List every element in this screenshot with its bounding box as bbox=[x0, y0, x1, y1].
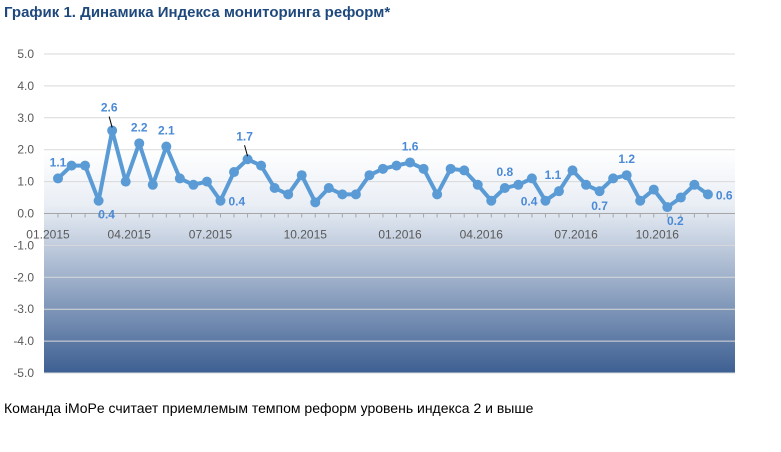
data-point bbox=[364, 170, 375, 181]
data-point bbox=[689, 179, 700, 190]
data-point bbox=[323, 182, 334, 193]
data-point bbox=[256, 160, 267, 171]
data-point bbox=[405, 157, 416, 168]
data-label: 0.8 bbox=[496, 165, 513, 179]
data-point bbox=[201, 176, 212, 187]
data-point bbox=[621, 170, 632, 181]
data-label: 0.6 bbox=[716, 188, 733, 202]
data-point bbox=[526, 173, 537, 184]
x-tick-label: 04.2015 bbox=[108, 228, 152, 242]
x-tick-label: 07.2015 bbox=[189, 228, 233, 242]
data-point bbox=[553, 186, 564, 197]
data-point bbox=[242, 154, 253, 165]
data-point bbox=[377, 163, 388, 174]
data-point bbox=[93, 195, 104, 206]
data-point bbox=[608, 173, 619, 184]
data-label: 1.2 bbox=[618, 152, 635, 166]
data-point bbox=[107, 125, 118, 136]
chart-title: График 1. Динамика Индекса мониторинга р… bbox=[4, 4, 391, 21]
data-label: 0.7 bbox=[591, 199, 608, 213]
data-label: 2.1 bbox=[158, 124, 175, 138]
data-point bbox=[134, 138, 145, 149]
data-point bbox=[418, 163, 429, 174]
data-point bbox=[499, 182, 510, 193]
y-tick-label: -2.0 bbox=[13, 270, 34, 284]
data-label: 1.1 bbox=[545, 168, 562, 182]
data-point bbox=[513, 179, 524, 190]
data-point bbox=[188, 179, 199, 190]
y-tick-label: 0.0 bbox=[17, 207, 34, 221]
y-tick-label: 2.0 bbox=[17, 143, 34, 157]
leader-line bbox=[108, 116, 113, 128]
data-point bbox=[174, 173, 185, 184]
y-tick-label: 1.0 bbox=[17, 175, 34, 189]
data-point bbox=[702, 189, 713, 200]
y-tick-label: 5.0 bbox=[17, 47, 34, 61]
data-point bbox=[80, 160, 91, 171]
data-point bbox=[120, 176, 131, 187]
data-label: 2.2 bbox=[131, 120, 148, 134]
data-point bbox=[391, 160, 402, 171]
data-point bbox=[161, 141, 172, 152]
x-tick-label: 01.2015 bbox=[26, 228, 70, 242]
data-point bbox=[472, 179, 483, 190]
data-point bbox=[215, 195, 226, 206]
line-chart: 5.0 4.0 3.0 2.0 1.0 0.0 -1.0 -2.0 -3.0 -4.0 -5.0 01… bbox=[13, 47, 735, 380]
data-point bbox=[459, 165, 470, 176]
data-point bbox=[337, 189, 348, 200]
data-label: 1.6 bbox=[402, 139, 419, 153]
data-point bbox=[283, 189, 294, 200]
shaded-band bbox=[44, 149, 735, 373]
y-tick-label: 3.0 bbox=[17, 111, 34, 125]
data-label: 1.7 bbox=[236, 129, 253, 143]
data-point bbox=[310, 197, 321, 208]
x-tick-label: 01.2016 bbox=[378, 228, 422, 242]
leader-line bbox=[244, 145, 249, 157]
data-point bbox=[648, 184, 659, 195]
data-label: 2.6 bbox=[101, 101, 118, 115]
x-tick-label: 10.2015 bbox=[284, 228, 328, 242]
y-tick-label: -4.0 bbox=[13, 334, 34, 348]
x-tick-label: 07.2016 bbox=[554, 228, 598, 242]
y-tick-label: -5.0 bbox=[13, 366, 34, 380]
footnote: Команда iMoPe считает приемлемым темпом … bbox=[4, 400, 534, 416]
y-tick-label: -3.0 bbox=[13, 302, 34, 316]
data-point bbox=[567, 165, 578, 176]
data-point bbox=[229, 167, 240, 178]
data-label: 0.2 bbox=[667, 214, 684, 228]
data-point bbox=[296, 170, 307, 181]
data-point bbox=[662, 202, 673, 213]
y-tick-label: -1.0 bbox=[13, 238, 34, 252]
data-point bbox=[445, 163, 456, 174]
data-label: 0.4 bbox=[521, 195, 538, 209]
data-label: 0.4 bbox=[98, 208, 115, 222]
data-label: 0.4 bbox=[228, 195, 245, 209]
data-label: 1.1 bbox=[50, 155, 67, 169]
data-point bbox=[594, 186, 605, 197]
y-tick-label: 4.0 bbox=[17, 79, 34, 93]
data-point bbox=[675, 192, 686, 203]
data-point bbox=[269, 182, 280, 193]
data-point bbox=[53, 173, 63, 184]
data-point bbox=[432, 189, 443, 200]
data-point bbox=[540, 195, 551, 206]
data-point bbox=[486, 195, 497, 206]
data-point bbox=[635, 195, 646, 206]
data-point bbox=[581, 179, 592, 190]
x-tick-label: 10.2016 bbox=[636, 228, 680, 242]
x-tick-label: 04.2016 bbox=[460, 228, 504, 242]
data-point bbox=[350, 189, 361, 200]
data-point bbox=[147, 179, 158, 190]
data-point bbox=[66, 160, 77, 171]
